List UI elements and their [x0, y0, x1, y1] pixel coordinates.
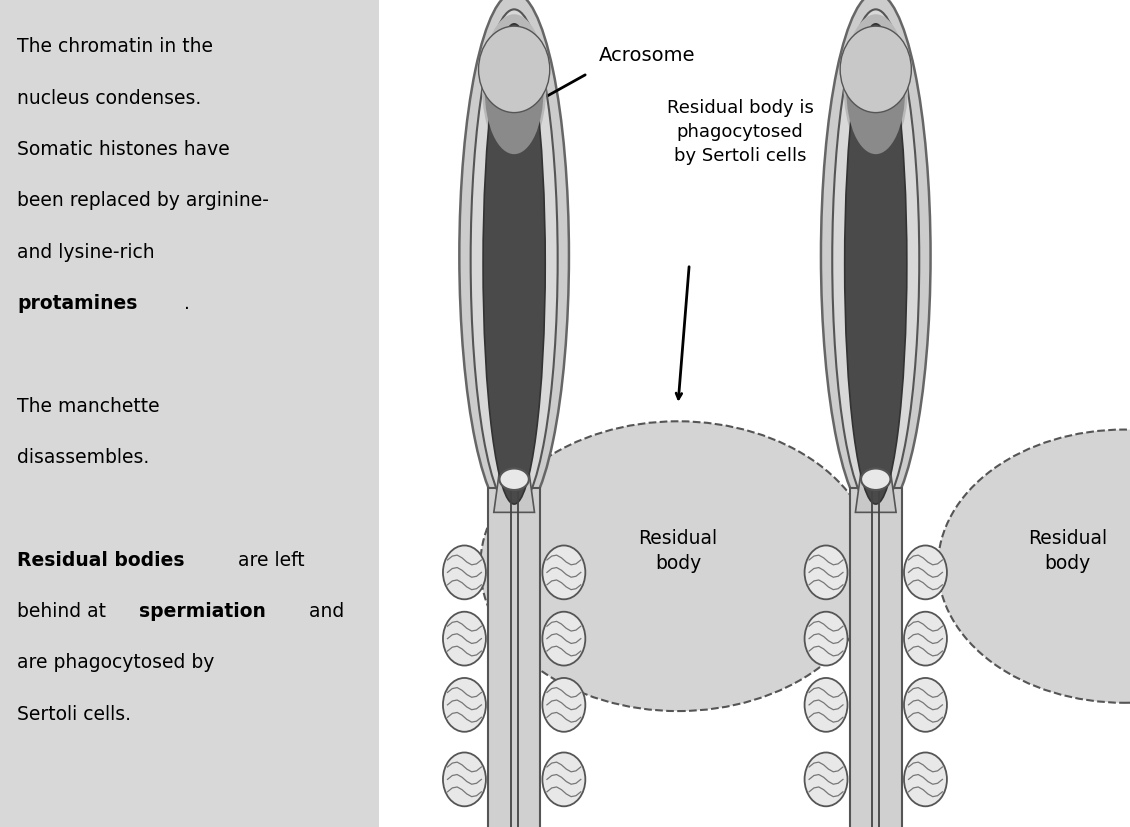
Text: disassembles.: disassembles. [17, 447, 149, 466]
Ellipse shape [844, 25, 906, 504]
Ellipse shape [542, 678, 585, 732]
Ellipse shape [443, 546, 486, 600]
Text: behind at: behind at [17, 601, 112, 620]
Ellipse shape [820, 0, 930, 519]
Ellipse shape [904, 546, 947, 600]
Circle shape [938, 430, 1130, 703]
Text: are left: are left [232, 550, 304, 569]
Ellipse shape [484, 25, 546, 504]
Ellipse shape [840, 27, 911, 113]
Ellipse shape [846, 27, 905, 155]
Text: Residual
body: Residual body [638, 528, 718, 572]
Ellipse shape [904, 753, 947, 806]
Text: are phagocytosed by: are phagocytosed by [17, 653, 215, 672]
Ellipse shape [805, 753, 848, 806]
Ellipse shape [443, 612, 486, 666]
Text: and lysine-rich: and lysine-rich [17, 242, 155, 261]
Ellipse shape [832, 11, 920, 511]
Text: Acrosome: Acrosome [599, 45, 695, 65]
Text: Somatic histones have: Somatic histones have [17, 140, 229, 159]
Ellipse shape [481, 15, 547, 159]
Ellipse shape [459, 0, 568, 519]
Ellipse shape [542, 546, 585, 600]
Circle shape [861, 469, 890, 490]
Ellipse shape [904, 612, 947, 666]
Polygon shape [855, 471, 896, 513]
Text: The manchette: The manchette [17, 396, 159, 415]
Circle shape [480, 422, 876, 711]
Text: been replaced by arginine-: been replaced by arginine- [17, 191, 269, 210]
Circle shape [499, 469, 529, 490]
Text: Sertoli cells.: Sertoli cells. [17, 704, 131, 723]
Polygon shape [494, 471, 534, 513]
Ellipse shape [485, 27, 544, 155]
Text: Residual bodies: Residual bodies [17, 550, 184, 569]
Bar [379, 0, 1130, 827]
Ellipse shape [542, 612, 585, 666]
FancyBboxPatch shape [488, 488, 540, 827]
Ellipse shape [843, 15, 909, 159]
Text: protamines: protamines [17, 294, 138, 313]
FancyBboxPatch shape [850, 488, 902, 827]
Ellipse shape [470, 11, 558, 511]
Text: spermiation: spermiation [139, 601, 266, 620]
Text: The chromatin in the: The chromatin in the [17, 37, 212, 56]
Text: Residual body is
phagocytosed
by Sertoli cells: Residual body is phagocytosed by Sertoli… [667, 99, 814, 165]
Ellipse shape [443, 678, 486, 732]
Ellipse shape [542, 753, 585, 806]
Text: .: . [184, 294, 190, 313]
Bar [0, 0, 379, 827]
Text: and: and [303, 601, 345, 620]
Ellipse shape [805, 678, 848, 732]
Ellipse shape [904, 678, 947, 732]
Text: nucleus condenses.: nucleus condenses. [17, 88, 201, 108]
Ellipse shape [478, 27, 549, 113]
Ellipse shape [805, 612, 848, 666]
Ellipse shape [805, 546, 848, 600]
Ellipse shape [443, 753, 486, 806]
Text: Residual
body: Residual body [1028, 528, 1107, 572]
